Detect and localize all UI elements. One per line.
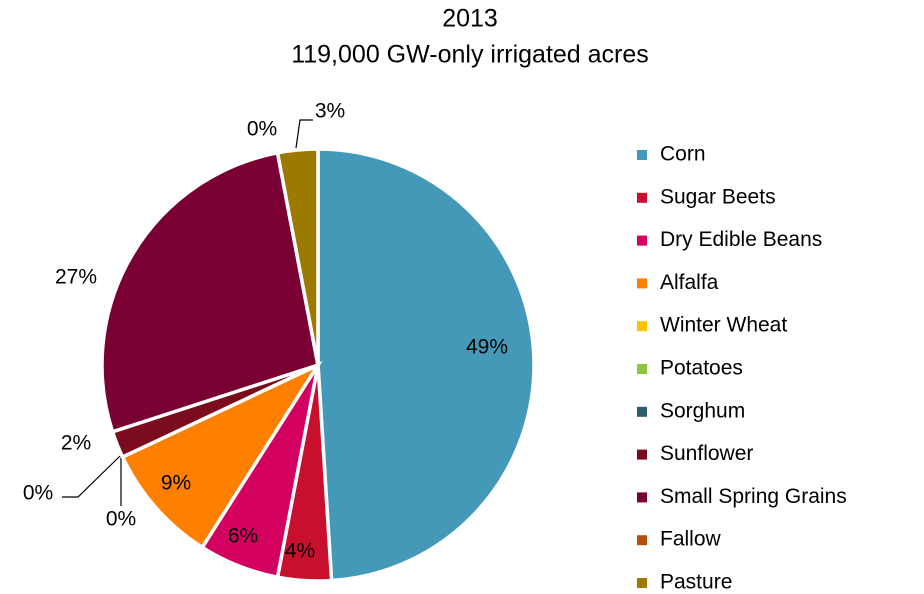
legend-label: Potatoes bbox=[660, 357, 743, 380]
chart-subtitle: 119,000 GW-only irrigated acres bbox=[291, 41, 649, 69]
data-label: 6% bbox=[228, 525, 258, 548]
data-label: 0% bbox=[247, 118, 277, 141]
legend-swatch bbox=[637, 321, 647, 332]
data-label: 2% bbox=[61, 432, 91, 455]
legend-label: Sorghum bbox=[660, 399, 745, 422]
leader-line bbox=[62, 455, 121, 498]
legend-label: Fallow bbox=[660, 528, 722, 551]
legend-label: Alfalfa bbox=[660, 271, 719, 294]
legend-label: Dry Edible Beans bbox=[660, 228, 822, 251]
pie-slice bbox=[275, 147, 320, 366]
pie-slice bbox=[120, 360, 323, 550]
legend-label: Small Spring Grains bbox=[660, 485, 847, 508]
pie-slice bbox=[100, 150, 321, 434]
pie-slice bbox=[316, 147, 536, 583]
legend-label: Winter Wheat bbox=[660, 314, 787, 337]
legend-label: Corn bbox=[660, 143, 706, 166]
legend-swatch bbox=[637, 192, 647, 203]
legend-swatch bbox=[637, 235, 647, 246]
legend-swatch bbox=[637, 150, 647, 160]
data-label: 0% bbox=[106, 508, 136, 531]
legend-swatch bbox=[637, 406, 647, 417]
legend-swatch bbox=[637, 278, 647, 289]
chart-title: 2013 bbox=[442, 5, 498, 33]
legend-swatch bbox=[637, 449, 647, 460]
data-label: 49% bbox=[466, 336, 508, 359]
legend-label: Pasture bbox=[660, 571, 732, 594]
data-label: 0% bbox=[23, 482, 53, 505]
leader-lines bbox=[62, 119, 313, 506]
legend-swatch bbox=[637, 364, 647, 374]
legend-swatch bbox=[637, 492, 647, 503]
legend-swatch bbox=[637, 535, 647, 546]
data-label: 9% bbox=[161, 472, 191, 495]
data-label: 4% bbox=[285, 540, 315, 563]
leader-line bbox=[295, 119, 313, 149]
legend-label: Sunflower bbox=[660, 442, 753, 465]
legend-label: Sugar Beets bbox=[660, 185, 776, 208]
data-label: 27% bbox=[55, 266, 97, 289]
legend-swatch bbox=[637, 578, 647, 588]
data-label: 3% bbox=[315, 100, 345, 123]
